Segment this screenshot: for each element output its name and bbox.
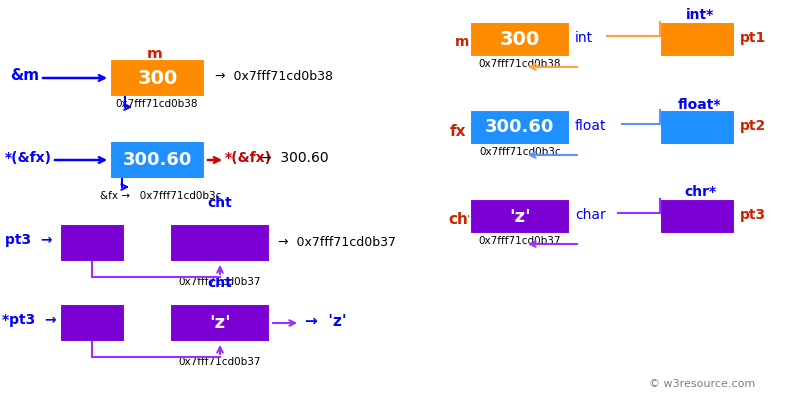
Text: cht: cht [208,276,232,290]
Text: 'z': 'z' [209,314,231,332]
Text: pt3: pt3 [740,208,766,222]
Text: 0x7fff71cd0b3c: 0x7fff71cd0b3c [479,147,561,157]
Text: *pt3  →: *pt3 → [2,313,57,327]
Text: float*: float* [678,98,722,112]
Text: &fx →   0x7fff71cd0b3c: &fx → 0x7fff71cd0b3c [100,191,221,201]
FancyBboxPatch shape [470,110,570,145]
Text: cht: cht [448,212,475,227]
FancyBboxPatch shape [470,199,570,234]
FancyBboxPatch shape [170,304,270,342]
Text: int: int [575,31,593,45]
Text: float: float [575,119,607,133]
Text: char: char [575,208,606,222]
Text: →  0x7fff71cd0b37: → 0x7fff71cd0b37 [278,235,396,249]
Text: 300: 300 [500,30,540,49]
FancyBboxPatch shape [660,110,735,145]
Text: *(&fx): *(&fx) [5,151,52,165]
FancyBboxPatch shape [60,304,125,342]
Text: 0x7fff71cd0b37: 0x7fff71cd0b37 [179,277,261,287]
Text: 300: 300 [138,69,178,87]
Text: fx: fx [450,125,466,139]
Text: 0x7fff71cd0b37: 0x7fff71cd0b37 [179,357,261,367]
Text: 'z': 'z' [509,208,531,225]
Text: © w3resource.com: © w3resource.com [649,379,755,389]
Text: m: m [147,47,163,62]
Text: chr*: chr* [684,185,716,199]
Text: cht: cht [208,196,232,210]
Text: 300.60: 300.60 [123,151,192,169]
Text: →  'z': → 'z' [305,314,346,328]
FancyBboxPatch shape [110,141,205,179]
Text: 300.60: 300.60 [486,118,555,137]
Text: &m: &m [10,69,39,83]
Text: pt1: pt1 [740,31,767,45]
FancyBboxPatch shape [660,199,735,234]
FancyBboxPatch shape [660,22,735,57]
Text: m: m [455,35,470,49]
FancyBboxPatch shape [60,224,125,262]
Text: pt3  →: pt3 → [5,233,53,247]
FancyBboxPatch shape [110,59,205,97]
Text: 0x7fff71cd0b38: 0x7fff71cd0b38 [478,59,561,69]
Text: pt2: pt2 [740,119,767,133]
Text: *(&fx): *(&fx) [225,151,272,165]
Text: →  300.60: → 300.60 [260,151,329,165]
FancyBboxPatch shape [170,224,270,262]
Text: 0x7fff71cd0b37: 0x7fff71cd0b37 [478,236,561,246]
Text: →  0x7fff71cd0b38: → 0x7fff71cd0b38 [215,69,333,83]
Text: 0x7fff71cd0b38: 0x7fff71cd0b38 [115,99,198,109]
Text: int*: int* [686,8,714,22]
FancyBboxPatch shape [470,22,570,57]
